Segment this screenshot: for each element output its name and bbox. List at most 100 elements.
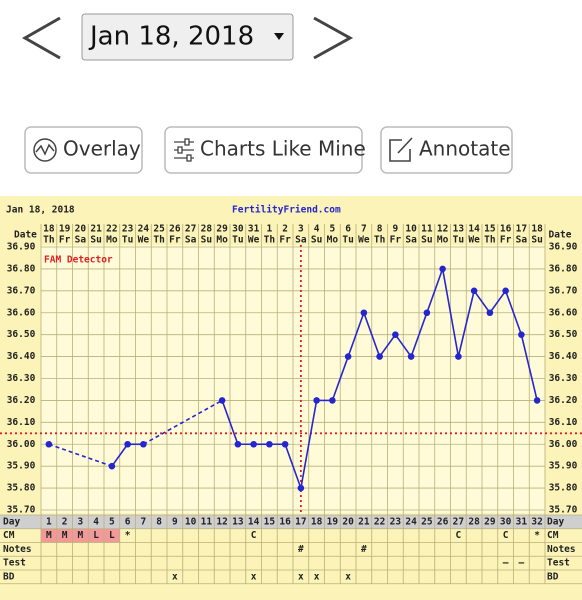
- date-select[interactable]: [81, 13, 294, 61]
- date-label: Date: [549, 230, 572, 241]
- weekday: Tu: [122, 235, 133, 246]
- weekday: Fr: [169, 235, 181, 246]
- row-cell: C: [456, 530, 462, 541]
- weekday: We: [468, 235, 480, 246]
- weekday: Mo: [216, 235, 228, 246]
- row-cell: x: [172, 571, 178, 582]
- date-number: 11: [421, 224, 433, 235]
- date-number: 4: [314, 224, 320, 235]
- temp-line: [142, 399, 223, 445]
- temp-point: [486, 309, 494, 317]
- weekday: Sa: [405, 235, 417, 246]
- y-tick-label: 36.60: [549, 307, 578, 318]
- temp-point: [518, 331, 525, 338]
- temp-point: [281, 440, 289, 448]
- row-cell: 32: [531, 516, 542, 527]
- date-number: 20: [75, 224, 87, 235]
- row-cell: x: [345, 571, 351, 582]
- temp-point: [124, 440, 131, 448]
- date-number: 2: [282, 224, 288, 235]
- row-cell: 28: [468, 516, 480, 527]
- temp-point: [329, 397, 336, 404]
- overlay-icon-wave: [35, 143, 55, 156]
- date-number: 26: [169, 224, 181, 235]
- weekday: Th: [264, 235, 275, 246]
- temp-line: [457, 290, 475, 357]
- date-number: 12: [437, 224, 448, 235]
- temp-line: [520, 334, 538, 401]
- day-row-bg: [0, 515, 582, 529]
- temp-line: [410, 312, 428, 357]
- y-tick-label: 36.40: [7, 351, 36, 362]
- button-label: Overlay: [63, 137, 141, 161]
- y-tick-label: 35.70: [7, 505, 36, 516]
- row-label: Notes: [3, 544, 32, 555]
- y-tick-label: 36.50: [549, 329, 578, 340]
- row-cell: 25: [421, 516, 433, 527]
- weekday: Su: [311, 235, 322, 246]
- weekday: Mo: [437, 235, 449, 246]
- date-number: 14: [468, 224, 480, 235]
- date-number: 18: [531, 224, 543, 235]
- row-cell: 11: [201, 516, 213, 527]
- temp-line: [221, 400, 239, 445]
- annotate-icon: [389, 137, 413, 162]
- dropdown-caret: [274, 33, 284, 40]
- weekday: We: [248, 235, 260, 246]
- row-label: Test: [3, 558, 26, 569]
- y-tick-label: 36.50: [7, 329, 36, 340]
- date-number: 25: [153, 224, 165, 235]
- weekday: Su: [531, 235, 542, 246]
- y-tick-label: 36.70: [549, 285, 578, 296]
- row-cell: 10: [185, 516, 197, 527]
- row-cell: 6: [125, 516, 131, 527]
- row-cell: 26: [437, 516, 449, 527]
- chart-date: Jan 18, 2018: [6, 205, 75, 216]
- date-number: 23: [122, 224, 134, 235]
- temp-line: [473, 290, 491, 314]
- row-cell: –: [519, 558, 525, 569]
- temp-point: [140, 440, 147, 448]
- weekday: Fr: [500, 235, 512, 246]
- row-cell: 21: [358, 516, 370, 527]
- period-cell: [72, 528, 89, 543]
- annotate-button[interactable]: [380, 126, 513, 174]
- temp-line: [394, 334, 412, 358]
- button-label: Annotate: [419, 137, 511, 161]
- row-cell: *: [534, 530, 540, 541]
- weekday: Sa: [516, 235, 528, 246]
- date-number: 3: [298, 224, 304, 235]
- date-number: 6: [345, 224, 351, 235]
- temp-line: [504, 290, 523, 335]
- y-tick-label: 36.80: [549, 263, 578, 274]
- temp-point: [313, 397, 320, 404]
- temp-line: [363, 312, 381, 357]
- button-label: Charts Like Mine: [200, 137, 366, 161]
- row-label: CM: [3, 530, 15, 541]
- row-label: BD: [3, 571, 15, 582]
- row-cell: 27: [453, 516, 464, 527]
- charts-like-mine-button[interactable]: [164, 126, 363, 174]
- period-cell: [41, 528, 57, 543]
- prev-arrow[interactable]: [21, 16, 61, 60]
- date-number: 27: [185, 224, 196, 235]
- row-cell: 29: [484, 516, 496, 527]
- temp-point: [45, 440, 53, 448]
- overlay-button[interactable]: [24, 126, 143, 174]
- temp-point: [297, 484, 305, 492]
- y-tick-label: 36.10: [7, 417, 36, 428]
- y-tick-label: 36.90: [549, 242, 578, 253]
- temp-point: [533, 397, 541, 404]
- next-arrow[interactable]: [313, 16, 354, 60]
- period-cell: [88, 528, 104, 543]
- y-tick-label: 36.00: [7, 439, 36, 450]
- temp-line: [347, 312, 365, 357]
- temp-point: [502, 287, 509, 295]
- date-number: 13: [453, 224, 465, 235]
- weekday: We: [358, 235, 370, 246]
- row-label: Day: [3, 516, 20, 527]
- temp-line: [489, 290, 507, 314]
- weekday: Th: [484, 235, 495, 246]
- y-tick-label: 36.40: [549, 351, 578, 362]
